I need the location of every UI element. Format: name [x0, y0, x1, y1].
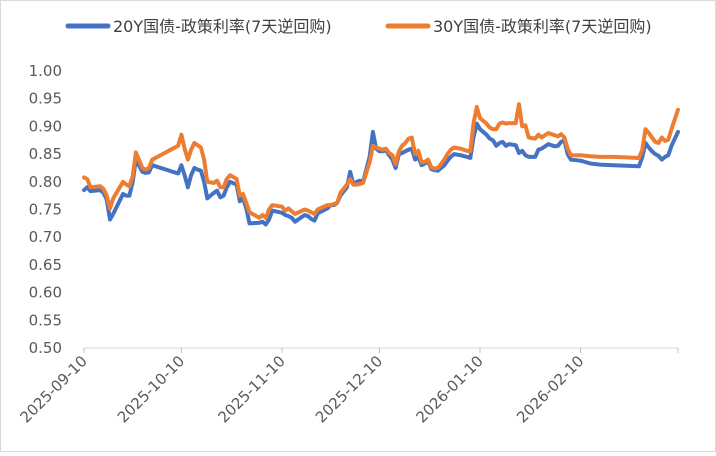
legend-label: 30Y国债-政策利率(7天逆回购): [433, 17, 652, 36]
y-tick-label: 0.95: [29, 90, 62, 108]
y-tick-label: 0.75: [29, 201, 62, 219]
y-tick-label: 0.65: [29, 256, 62, 274]
series-line-30y: [82, 102, 680, 220]
y-tick-label: 0.90: [29, 117, 62, 135]
y-tick-label: 0.50: [29, 339, 62, 357]
y-tick-label: 0.70: [29, 228, 62, 246]
y-tick-label: 0.60: [29, 284, 62, 302]
y-tick-label: 0.85: [29, 145, 62, 163]
y-tick-label: 0.55: [29, 311, 62, 329]
y-tick-label: 0.80: [29, 173, 62, 191]
legend: 20Y国债-政策利率(7天逆回购) 30Y国债-政策利率(7天逆回购): [65, 17, 652, 36]
y-axis: 0.50 0.55 0.60 0.65 0.70 0.75 0.80 0.85 0.90 0.95…: [29, 62, 62, 357]
series-layer: [82, 102, 680, 227]
legend-label: 20Y国债-政策利率(7天逆回购): [113, 17, 332, 36]
y-tick-label: 1.00: [29, 62, 62, 80]
